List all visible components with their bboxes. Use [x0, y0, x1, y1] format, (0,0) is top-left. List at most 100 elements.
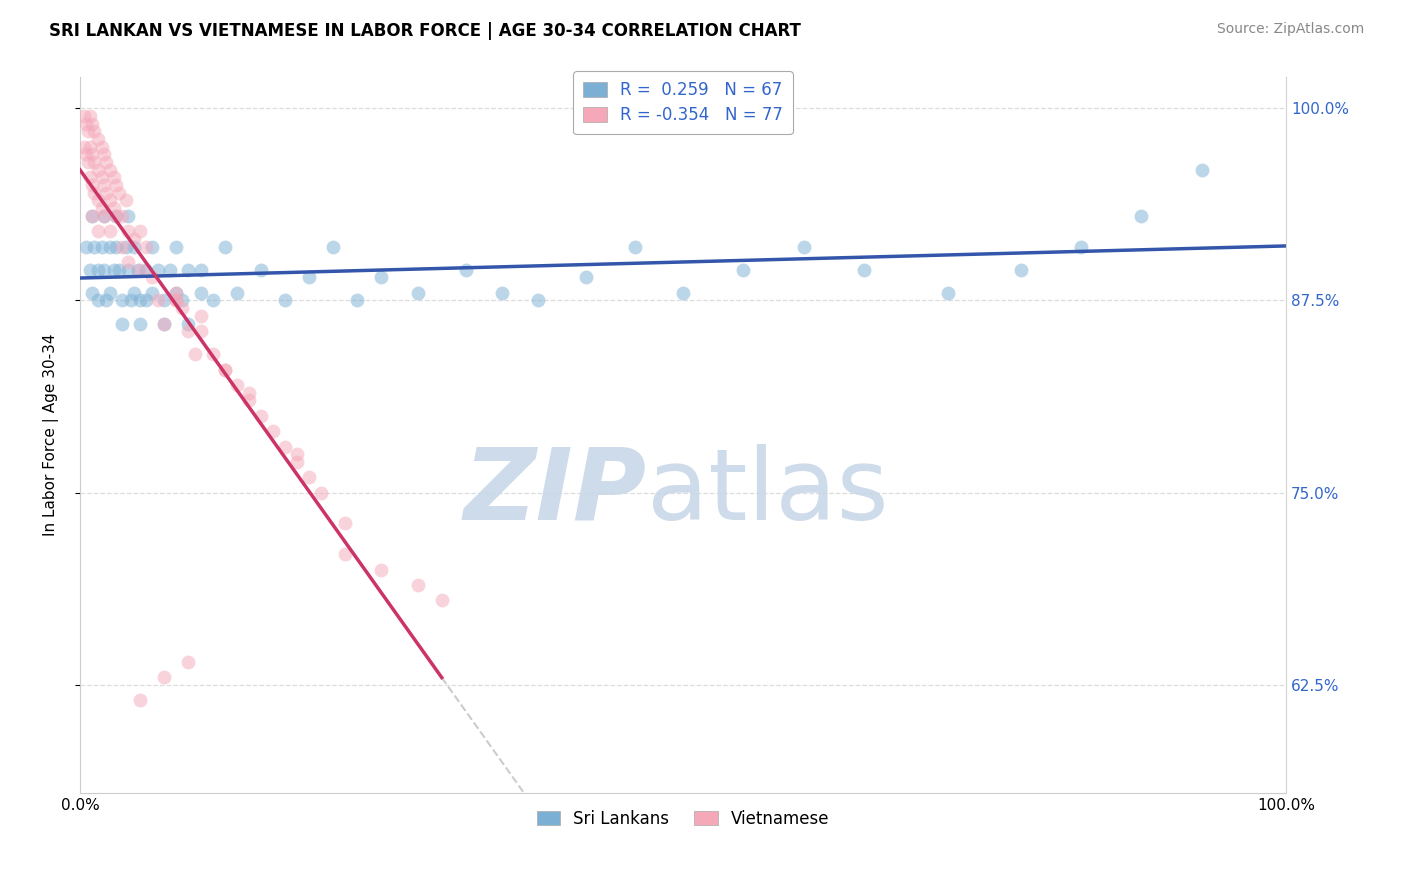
- Point: [80, 117, 103, 131]
- Point: [298, 470, 321, 484]
- Point: [87, 262, 110, 277]
- Point: [165, 239, 187, 253]
- Point: [98, 285, 121, 300]
- Point: [87, 194, 110, 208]
- Point: [114, 239, 136, 253]
- Point: [79, 262, 101, 277]
- Point: [1130, 209, 1153, 223]
- Point: [430, 593, 453, 607]
- Point: [127, 262, 149, 277]
- Point: [90, 201, 112, 215]
- Point: [793, 239, 815, 253]
- Point: [214, 239, 236, 253]
- Point: [274, 440, 297, 454]
- Point: [250, 262, 273, 277]
- Point: [111, 293, 134, 308]
- Point: [105, 239, 128, 253]
- Point: [172, 301, 194, 315]
- Point: [79, 139, 101, 153]
- Point: [177, 324, 200, 338]
- Point: [79, 109, 101, 123]
- Point: [250, 409, 273, 423]
- Point: [370, 563, 392, 577]
- Point: [214, 362, 236, 376]
- Point: [120, 293, 142, 308]
- Point: [1070, 239, 1092, 253]
- Point: [117, 262, 139, 277]
- Point: [122, 285, 145, 300]
- Point: [406, 285, 429, 300]
- Point: [322, 239, 344, 253]
- Point: [491, 285, 513, 300]
- Point: [103, 170, 125, 185]
- Point: [225, 378, 247, 392]
- Point: [80, 209, 103, 223]
- Point: [129, 293, 152, 308]
- Point: [111, 317, 134, 331]
- Point: [117, 255, 139, 269]
- Point: [335, 516, 357, 531]
- Point: [852, 262, 875, 277]
- Point: [75, 239, 97, 253]
- Point: [274, 293, 297, 308]
- Point: [129, 224, 152, 238]
- Point: [129, 693, 152, 707]
- Point: [1191, 162, 1213, 177]
- Point: [141, 270, 163, 285]
- Point: [135, 293, 157, 308]
- Point: [575, 270, 598, 285]
- Point: [93, 262, 115, 277]
- Point: [83, 155, 105, 169]
- Point: [103, 262, 125, 277]
- Point: [153, 317, 176, 331]
- Point: [93, 147, 115, 161]
- Point: [190, 285, 212, 300]
- Point: [98, 239, 121, 253]
- Point: [90, 170, 112, 185]
- Point: [105, 178, 128, 193]
- Point: [153, 293, 176, 308]
- Point: [454, 262, 477, 277]
- Point: [117, 209, 139, 223]
- Point: [183, 347, 205, 361]
- Point: [177, 262, 200, 277]
- Point: [165, 285, 187, 300]
- Point: [936, 285, 959, 300]
- Point: [72, 109, 94, 123]
- Point: [129, 262, 152, 277]
- Legend: Sri Lankans, Vietnamese: Sri Lankans, Vietnamese: [530, 803, 837, 834]
- Text: SRI LANKAN VS VIETNAMESE IN LABOR FORCE | AGE 30-34 CORRELATION CHART: SRI LANKAN VS VIETNAMESE IN LABOR FORCE …: [49, 22, 801, 40]
- Point: [141, 239, 163, 253]
- Point: [238, 393, 260, 408]
- Point: [117, 224, 139, 238]
- Point: [93, 209, 115, 223]
- Point: [285, 455, 308, 469]
- Point: [75, 117, 97, 131]
- Point: [733, 262, 755, 277]
- Point: [90, 239, 112, 253]
- Point: [107, 262, 129, 277]
- Point: [165, 285, 187, 300]
- Y-axis label: In Labor Force | Age 30-34: In Labor Force | Age 30-34: [44, 334, 59, 536]
- Point: [87, 224, 110, 238]
- Point: [96, 155, 118, 169]
- Point: [148, 293, 170, 308]
- Point: [80, 285, 103, 300]
- Point: [201, 347, 224, 361]
- Point: [96, 293, 118, 308]
- Point: [83, 239, 105, 253]
- Point: [190, 309, 212, 323]
- Point: [129, 317, 152, 331]
- Point: [346, 293, 368, 308]
- Point: [83, 124, 105, 138]
- Point: [93, 178, 115, 193]
- Point: [80, 209, 103, 223]
- Point: [672, 285, 695, 300]
- Point: [214, 362, 236, 376]
- Point: [90, 139, 112, 153]
- Point: [107, 186, 129, 200]
- Point: [225, 285, 247, 300]
- Point: [165, 293, 187, 308]
- Point: [122, 239, 145, 253]
- Point: [98, 194, 121, 208]
